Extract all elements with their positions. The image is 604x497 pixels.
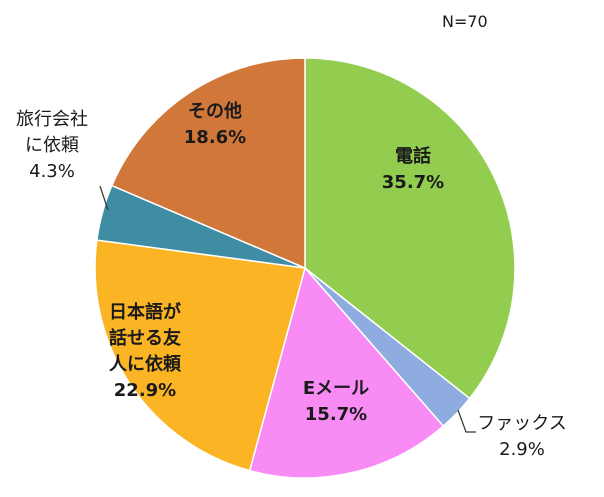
slice-name-3-line-2: 人に依頼 <box>109 353 182 375</box>
slice-name-1-line-0: ファックス <box>477 413 566 434</box>
slice-value-1: 2.9% <box>499 439 545 460</box>
leader-lines <box>99 185 476 433</box>
pie-slice-0 <box>304 57 516 400</box>
slice-value-5: 18.6% <box>184 127 246 148</box>
slice-label-0: 電話 35.7% <box>382 145 444 193</box>
slice-name-2-line-0: Eメール <box>303 378 369 399</box>
slice-name-3-line-1: 話せる友 <box>109 327 181 349</box>
slice-label-1: ファックス 2.9% <box>477 413 566 460</box>
slice-name-4-line-0: 旅行会社 <box>16 109 88 130</box>
slice-name-5-line-0: その他 <box>188 100 242 122</box>
sample-size-note: N=70 <box>442 12 488 31</box>
slice-value-4: 4.3% <box>29 161 75 182</box>
slice-value-2: 15.7% <box>305 404 367 425</box>
slice-name-3-line-0: 日本語が <box>109 301 181 323</box>
slice-label-5: その他 18.6% <box>184 100 246 148</box>
pie-slice-3 <box>94 239 306 472</box>
slice-label-2: Eメール 15.7% <box>303 378 369 425</box>
slice-name-4-line-1: に依頼 <box>25 135 79 156</box>
pie-slice-5 <box>110 57 306 270</box>
leader-line-4 <box>99 185 109 211</box>
leader-line-1 <box>457 409 476 433</box>
slice-value-3: 22.9% <box>114 380 176 401</box>
slice-value-0: 35.7% <box>382 172 444 193</box>
slice-name-0-line-0: 電話 <box>395 145 431 167</box>
pie-slices <box>94 57 516 479</box>
pie-slice-2 <box>248 266 445 479</box>
